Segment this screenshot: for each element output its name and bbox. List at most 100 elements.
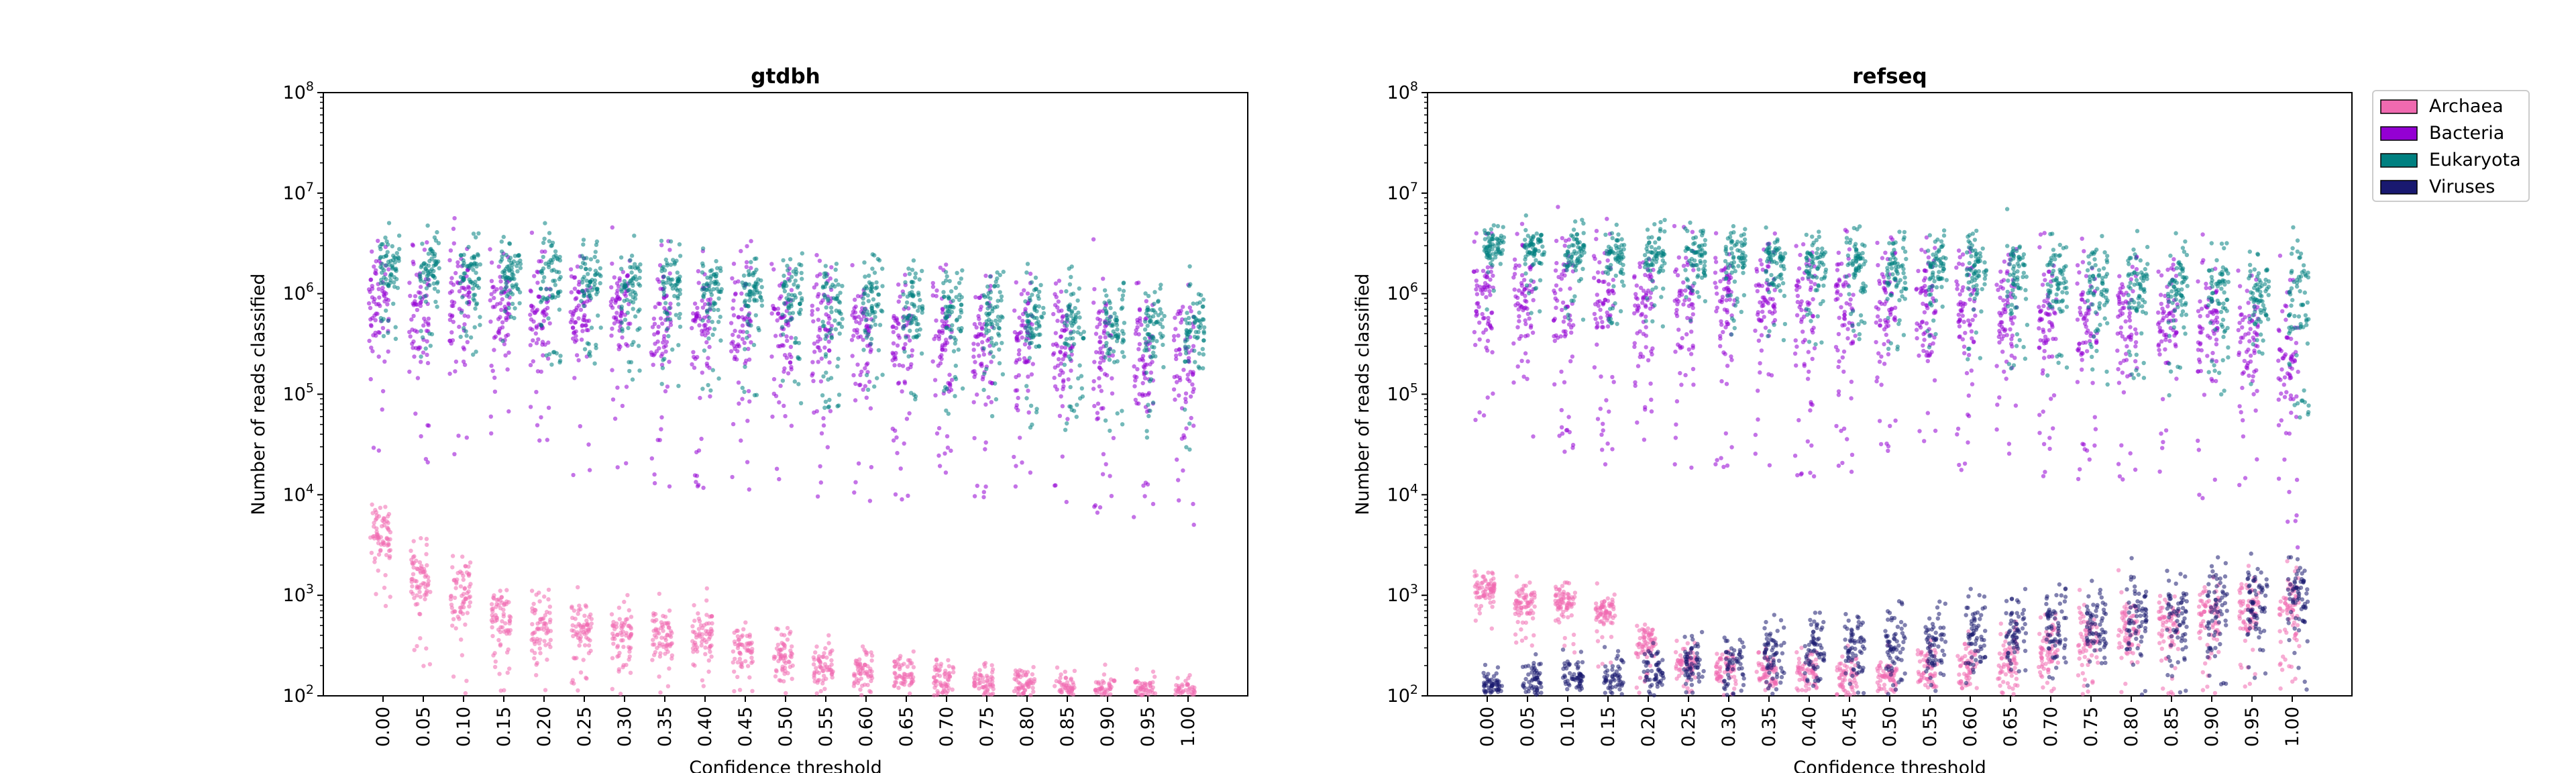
- data-point: [650, 658, 655, 662]
- data-point: [553, 249, 558, 254]
- data-point: [1054, 678, 1059, 684]
- data-point: [1159, 311, 1164, 315]
- data-point: [1177, 498, 1181, 503]
- data-point: [1069, 407, 1074, 413]
- data-point: [374, 268, 378, 273]
- data-point: [1107, 318, 1112, 323]
- data-point: [415, 602, 420, 607]
- data-point: [615, 633, 620, 637]
- data-point: [1605, 596, 1610, 601]
- data-point: [1561, 589, 1566, 595]
- data-point: [730, 474, 735, 480]
- data-point: [425, 588, 429, 593]
- data-point: [834, 262, 839, 266]
- data-point: [1095, 510, 1100, 515]
- data-point: [678, 324, 683, 329]
- data-point: [821, 416, 826, 421]
- data-point: [1161, 365, 1166, 370]
- data-point: [934, 658, 939, 662]
- data-point: [582, 347, 588, 352]
- data-point: [836, 356, 841, 361]
- data-point: [498, 688, 503, 693]
- data-point: [574, 308, 578, 313]
- data-point: [940, 343, 945, 348]
- data-point: [372, 521, 376, 525]
- data-point: [1137, 392, 1142, 397]
- data-point: [678, 274, 682, 279]
- data-point: [815, 307, 820, 312]
- data-point: [782, 672, 787, 676]
- data-point: [827, 330, 833, 336]
- data-point: [413, 578, 417, 583]
- data-point: [1718, 656, 1723, 661]
- data-point: [742, 389, 747, 395]
- data-point: [378, 244, 382, 249]
- x-tick-label: 0.25: [1678, 707, 1699, 747]
- data-point: [610, 686, 614, 691]
- data-point: [1102, 689, 1107, 694]
- data-point: [388, 280, 392, 285]
- data-point: [543, 643, 548, 648]
- data-point: [455, 614, 460, 619]
- data-point: [770, 414, 775, 419]
- data-point: [1081, 329, 1087, 334]
- data-point: [774, 466, 780, 471]
- data-point: [431, 281, 436, 286]
- data-point: [574, 338, 579, 343]
- data-point: [690, 362, 694, 367]
- data-point: [833, 284, 837, 289]
- data-point: [1757, 663, 1762, 668]
- data-point: [1025, 333, 1030, 338]
- data-point: [609, 333, 614, 338]
- data-point: [789, 367, 794, 372]
- data-point: [1638, 676, 1643, 680]
- data-point: [595, 287, 600, 291]
- data-point: [413, 294, 418, 299]
- data-point: [450, 565, 455, 570]
- data-point: [1152, 674, 1157, 679]
- data-point: [863, 317, 869, 323]
- data-point: [653, 305, 657, 309]
- data-point: [1022, 342, 1028, 347]
- data-point: [491, 285, 496, 289]
- data-point: [901, 318, 906, 323]
- data-point: [1120, 422, 1125, 427]
- data-point: [904, 335, 908, 340]
- data-point: [1109, 494, 1114, 499]
- data-point: [739, 660, 744, 665]
- data-point: [732, 669, 737, 674]
- data-point: [576, 611, 580, 616]
- data-point: [822, 686, 827, 691]
- data-point: [981, 685, 987, 690]
- data-point: [1142, 681, 1148, 686]
- data-point: [1145, 307, 1150, 312]
- data-point: [665, 643, 669, 648]
- data-point: [985, 687, 990, 692]
- data-point: [390, 263, 394, 268]
- data-point: [610, 631, 615, 636]
- x-tick-label: 0.55: [816, 707, 837, 747]
- data-point: [789, 288, 794, 293]
- data-point: [528, 343, 533, 348]
- data-point: [458, 253, 464, 258]
- data-point: [893, 492, 898, 497]
- data-point: [743, 659, 748, 664]
- data-point: [1192, 348, 1197, 353]
- data-point: [1601, 622, 1606, 627]
- data-point: [498, 279, 503, 284]
- data-point: [1075, 330, 1080, 335]
- data-point: [460, 653, 465, 658]
- data-point: [849, 338, 855, 342]
- data-point: [502, 287, 507, 292]
- data-point: [418, 285, 423, 289]
- data-point: [529, 289, 533, 294]
- data-point: [739, 438, 743, 443]
- data-point: [735, 660, 741, 665]
- data-point: [1519, 638, 1525, 643]
- data-point: [991, 343, 996, 348]
- data-point: [930, 280, 936, 286]
- data-point: [710, 621, 714, 626]
- data-point: [1491, 585, 1496, 590]
- data-point: [700, 678, 705, 683]
- data-point: [1643, 630, 1648, 635]
